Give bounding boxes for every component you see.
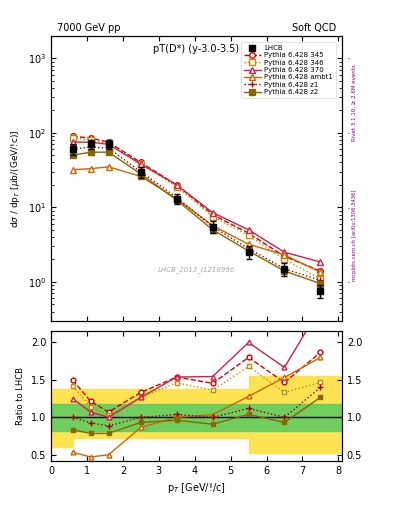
Text: Rivet 3.1.10, ≥ 2.6M events: Rivet 3.1.10, ≥ 2.6M events: [352, 64, 357, 141]
Legend: LHCB, Pythia 6.428 345, Pythia 6.428 346, Pythia 6.428 370, Pythia 6.428 ambt1, : LHCB, Pythia 6.428 345, Pythia 6.428 346…: [241, 42, 336, 98]
Y-axis label: Ratio to LHCB: Ratio to LHCB: [16, 367, 25, 425]
Y-axis label: d$\sigma$ / dp$_T$ [$\mu$b/(GeV/!c)]: d$\sigma$ / dp$_T$ [$\mu$b/(GeV/!c)]: [9, 129, 22, 228]
Text: mcplots.cern.ch [arXiv:1306.3436]: mcplots.cern.ch [arXiv:1306.3436]: [352, 190, 357, 281]
Text: pT(D*) (y-3.0-3.5): pT(D*) (y-3.0-3.5): [153, 45, 240, 54]
Text: 7000 GeV pp: 7000 GeV pp: [57, 23, 120, 33]
Text: Soft QCD: Soft QCD: [292, 23, 336, 33]
X-axis label: p$_T$ [GeV/!/c]: p$_T$ [GeV/!/c]: [167, 481, 226, 495]
Text: LHCB_2013_I1218996: LHCB_2013_I1218996: [158, 266, 235, 273]
